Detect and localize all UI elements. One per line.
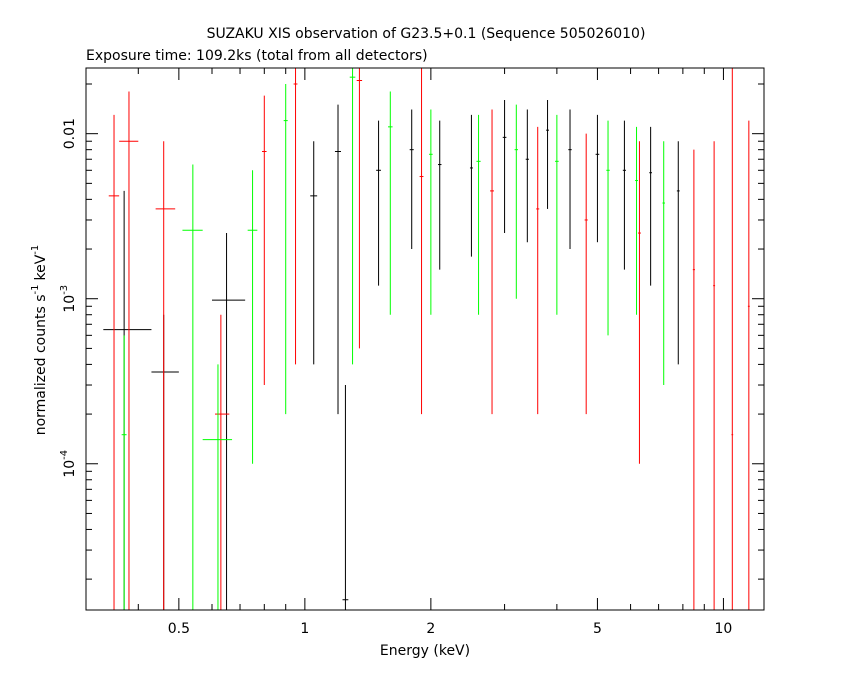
x-tick-label: 10 xyxy=(715,621,733,637)
data-point xyxy=(409,109,414,250)
y-axis-label-exp-a: -1 xyxy=(30,285,41,295)
data-point xyxy=(490,109,494,415)
y-tick-label: 10-4 xyxy=(59,450,78,478)
x-axis-label: Energy (keV) xyxy=(380,643,470,659)
data-point xyxy=(419,68,424,415)
data-point xyxy=(119,91,139,610)
y-axis-label-main: normalized counts s xyxy=(33,295,49,436)
data-point xyxy=(731,68,734,610)
data-point xyxy=(676,141,680,365)
series-red xyxy=(108,68,750,610)
data-point xyxy=(342,385,349,610)
data-point xyxy=(356,68,363,349)
data-point xyxy=(349,68,356,365)
data-point xyxy=(469,114,473,257)
data-point xyxy=(692,149,695,610)
y-axis-label-text: normalized counts s-1keV-1 xyxy=(30,245,49,436)
y-axis-label-exp-b: -1 xyxy=(30,245,41,255)
data-point xyxy=(606,120,610,336)
y-tick-label: 0.01 xyxy=(62,118,78,149)
y-tick-label-text: 10-4 xyxy=(59,450,78,478)
plot-border xyxy=(85,67,765,611)
data-point xyxy=(649,126,652,286)
series-green xyxy=(121,68,665,610)
data-point xyxy=(555,114,559,315)
data-point xyxy=(376,120,381,286)
data-point xyxy=(108,114,120,610)
data-point xyxy=(595,114,600,243)
x-tick-label: 5 xyxy=(593,621,602,637)
data-point xyxy=(283,83,288,415)
data-point xyxy=(247,170,258,464)
y-axis-label: normalized counts s-1keV-1 xyxy=(30,245,49,436)
data-point xyxy=(334,104,342,415)
x-tick-label: 1 xyxy=(300,621,309,637)
tick-labels: 0.5 1 2 5 10 0.01 10-3 10-4 xyxy=(59,118,732,637)
x-tick-label: 0.5 xyxy=(168,621,190,637)
data-point xyxy=(635,126,638,315)
data-point xyxy=(546,99,549,209)
data-point xyxy=(514,104,519,299)
data-point xyxy=(662,141,665,386)
series-layer xyxy=(103,68,750,610)
data-point xyxy=(525,109,529,243)
y-tick-label-text: 0.01 xyxy=(62,118,78,149)
y-tick-label: 10-3 xyxy=(59,285,78,313)
data-point xyxy=(310,141,318,365)
data-point xyxy=(388,91,393,315)
data-point xyxy=(202,364,233,610)
data-point xyxy=(262,95,267,386)
chart-subtitle: Exposure time: 109.2ks (total from all d… xyxy=(86,48,428,64)
data-point xyxy=(584,133,588,415)
chart-title: SUZAKU XIS observation of G23.5+0.1 (Seq… xyxy=(207,26,646,42)
data-point xyxy=(121,335,127,610)
x-tick-label: 2 xyxy=(426,621,435,637)
data-point xyxy=(293,68,298,365)
plot-frame xyxy=(85,67,765,611)
series-black xyxy=(103,99,680,610)
data-point xyxy=(502,99,507,234)
data-point xyxy=(215,314,230,610)
data-point xyxy=(429,109,433,315)
data-point xyxy=(622,120,626,270)
data-point xyxy=(155,141,176,610)
data-point xyxy=(637,141,641,464)
axis-ticks xyxy=(85,68,764,610)
data-point xyxy=(476,114,481,315)
y-tick-label-text: 10-3 xyxy=(59,285,78,313)
data-point xyxy=(713,141,716,610)
y-axis-label-unit: keV xyxy=(33,254,49,280)
data-point xyxy=(747,120,750,610)
data-point xyxy=(568,109,572,250)
data-point xyxy=(212,233,246,610)
data-point xyxy=(182,164,203,610)
data-point xyxy=(437,120,442,270)
data-point xyxy=(536,126,540,415)
